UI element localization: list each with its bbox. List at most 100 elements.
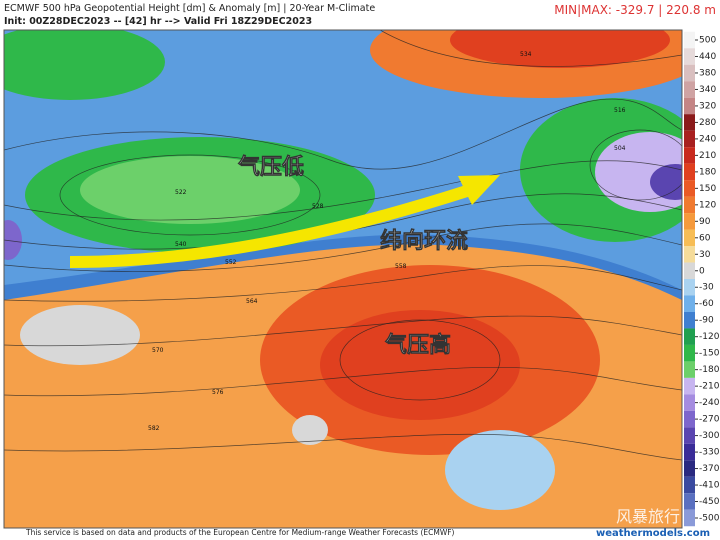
colorbar-tick-label: 320: [699, 101, 716, 111]
colorbar-tick-label: 440: [699, 52, 716, 62]
colorbar-tick-label: -150: [699, 349, 720, 359]
colorbar-tick-label: -300: [699, 431, 720, 441]
colorbar-tick-label: -450: [699, 497, 720, 507]
colorbar-segment: [684, 262, 695, 279]
contour-label: 504: [614, 145, 626, 152]
colorbar-tick-label: 30: [699, 250, 711, 260]
colorbar-segment: [684, 361, 695, 378]
high-anomaly-core: [320, 310, 520, 420]
footer-credit: This service is based on data and produc…: [25, 528, 455, 537]
colorbar-segment: [684, 180, 695, 197]
colorbar-segment: [684, 410, 695, 428]
colorbar-segment: [684, 344, 695, 362]
contour: [589, 129, 682, 201]
colorbar-segment: [684, 229, 695, 247]
annotation: 纬向环流: [380, 228, 468, 254]
contour-label: 552: [225, 259, 237, 266]
colorbar-segment: [684, 130, 695, 148]
flow-arrow: [69, 184, 472, 268]
colorbar-segment: [684, 460, 695, 477]
colorbar-tick-label: 380: [699, 68, 716, 78]
contour-label: 540: [175, 241, 187, 248]
contour-label: 522: [175, 189, 187, 196]
colorbar-tick-label: -370: [699, 464, 720, 474]
colorbar-segment: [684, 295, 695, 312]
colorbar-segment: [684, 64, 695, 82]
watermark: 风暴旅行: [616, 507, 680, 526]
neutral-anomaly: [20, 305, 140, 365]
colorbar-tick-label: -240: [699, 398, 720, 408]
colorbar-segment: [684, 48, 695, 65]
map: 534 516 504 522 528 540 552 558 564 570 …: [4, 30, 682, 528]
contour-label: 570: [152, 347, 164, 354]
contour-label: 516: [614, 107, 626, 114]
colorbar-segment: [684, 509, 695, 527]
annotation: 气压高: [384, 332, 451, 358]
colorbar-segment: [684, 394, 695, 411]
contour: [4, 98, 682, 170]
contour-label: 558: [395, 263, 407, 270]
low-anomaly-core: [4, 30, 165, 100]
contour-label: 534: [520, 51, 532, 58]
colorbar-tick-label: 340: [699, 85, 716, 95]
contour-label: 528: [312, 203, 324, 210]
colorbar-segment: [684, 163, 695, 181]
contour: [379, 30, 682, 67]
contour: [4, 315, 682, 347]
colorbar-segment: [684, 279, 695, 296]
colorbar-tick-label: 150: [699, 184, 716, 194]
colorbar-segment: [684, 328, 695, 345]
contour: [4, 193, 682, 250]
footer-site: weathermodels.com: [596, 528, 710, 539]
high-anomaly-core: [450, 30, 670, 68]
colorbar-tick-label: -270: [699, 415, 720, 425]
contour: [4, 265, 682, 302]
colorbar-segment: [684, 427, 695, 444]
flow-arrow-head: [458, 175, 500, 205]
colorbar-tick-label: -60: [699, 299, 714, 309]
neutral-anomaly: [292, 415, 328, 445]
header-init: Init: 00Z28DEC2023 -- [42] hr --> Valid …: [4, 16, 312, 27]
colorbar-tick-label: 0: [699, 266, 705, 276]
colorbar-segment: [684, 377, 695, 395]
colorbar-segment: [684, 443, 695, 461]
colorbar-tick-label: 60: [699, 233, 711, 243]
colorbar-segment: [684, 114, 695, 131]
colorbar-tick-label: -210: [699, 382, 720, 392]
low-anomaly-core: [80, 156, 300, 224]
header-minmax: MIN|MAX: -329.7 | 220.8 m: [554, 3, 716, 17]
header-title: ECMWF 500 hPa Geopotential Height [dm] &…: [4, 3, 375, 14]
colorbar-tick-label: -330: [699, 448, 720, 458]
colorbar: 500 440 380 340 320 280 240 210 180 150 120 90 60 30 0…: [684, 31, 720, 527]
colorbar-tick-label: -90: [699, 316, 714, 326]
contour-label: 576: [212, 389, 224, 396]
colorbar-tick-label: -180: [699, 365, 720, 375]
colorbar-segment: [684, 81, 695, 98]
contour: [4, 223, 682, 272]
colorbar-tick-label: -410: [699, 481, 720, 491]
colorbar-tick-label: -30: [699, 283, 714, 293]
contour: [339, 319, 501, 401]
colorbar-segment: [684, 147, 695, 164]
colorbar-tick-label: 280: [699, 118, 716, 128]
colorbar-tick-label: 120: [699, 200, 716, 210]
contour: [59, 154, 321, 236]
colorbar-tick-label: -500: [699, 514, 720, 524]
colorbar-tick-label: 180: [699, 167, 716, 177]
colorbar-segment: [684, 31, 695, 49]
colorbar-segment: [684, 311, 695, 329]
contour: [4, 366, 682, 397]
colorbar-tick-label: 240: [699, 134, 716, 144]
colorbar-tick-label: 90: [699, 217, 711, 227]
colorbar-tick-label: 210: [699, 151, 716, 161]
colorbar-segment: [684, 476, 695, 494]
contour-label: 564: [246, 298, 258, 305]
colorbar-segment: [684, 196, 695, 214]
contour: [4, 160, 682, 221]
colorbar-tick-label: 500: [699, 36, 716, 46]
colorbar-tick-label: -120: [699, 332, 720, 342]
contour-label: 582: [148, 425, 160, 432]
colorbar-segment: [684, 97, 695, 115]
low-anomaly-core: [4, 220, 22, 260]
